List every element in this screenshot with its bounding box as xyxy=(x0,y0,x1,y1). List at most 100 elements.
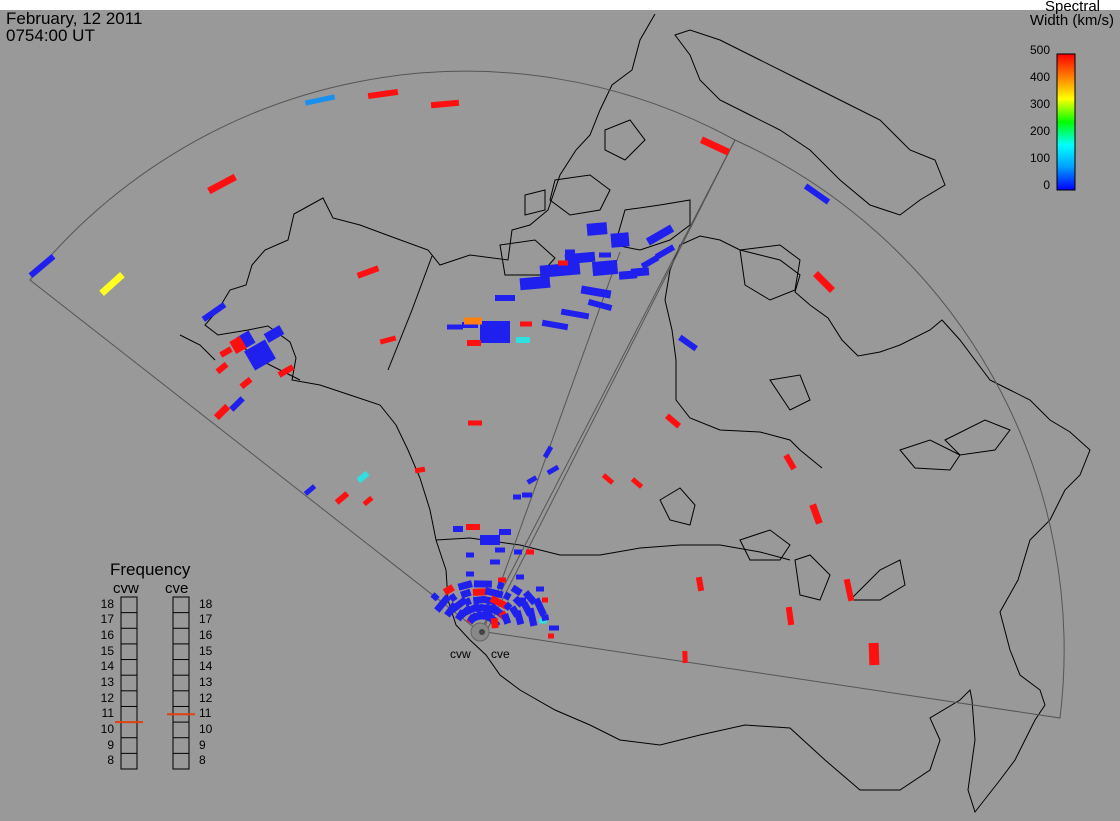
backscatter-cell xyxy=(549,625,559,631)
backscatter-cell xyxy=(630,267,650,277)
frequency-tick-cvw: 10 xyxy=(100,721,114,736)
frequency-tick-cve: 11 xyxy=(199,706,212,721)
backscatter-cell xyxy=(334,491,350,505)
backscatter-cell xyxy=(499,529,511,535)
backscatter-cell xyxy=(379,335,397,345)
backscatter-cell xyxy=(472,588,487,596)
backscatter-cell xyxy=(541,614,550,622)
backscatter-cell xyxy=(502,591,512,601)
backscatter-cell xyxy=(542,445,554,459)
backscatter-cell xyxy=(434,594,451,613)
backscatter-cell xyxy=(541,319,569,331)
radar-sites xyxy=(470,622,490,642)
backscatter-cell xyxy=(207,173,237,195)
backscatter-cell xyxy=(539,262,581,278)
backscatter-cell xyxy=(447,324,463,330)
frequency-gauges xyxy=(115,596,195,770)
radar-site-center xyxy=(479,629,485,635)
backscatter-cell xyxy=(513,494,521,500)
cvw-gauge xyxy=(120,596,138,770)
radar-fov xyxy=(29,70,1065,719)
backscatter-cell xyxy=(457,580,473,591)
backscatter-cell xyxy=(448,593,458,603)
frequency-tick-cvw: 8 xyxy=(107,753,114,768)
backscatter-cell xyxy=(464,317,482,325)
backscatter-cell xyxy=(664,413,682,429)
backscatter-cell xyxy=(442,584,455,596)
backscatter-cell xyxy=(489,595,509,610)
backscatter-cell xyxy=(277,364,295,378)
frequency-tick-cve: 8 xyxy=(199,753,206,768)
backscatter-cell xyxy=(490,617,499,629)
backscatter-cell xyxy=(610,232,630,248)
backscatter-cell xyxy=(356,470,370,484)
backscatter-cell xyxy=(843,578,855,602)
backscatter-cell xyxy=(682,650,688,664)
backscatter-cell xyxy=(640,254,660,270)
backscatter-cell xyxy=(586,222,608,236)
backscatter-cell xyxy=(699,136,731,156)
frequency-radar-name: cve xyxy=(165,580,189,597)
backscatter-cell xyxy=(560,308,590,320)
backscatter-cell xyxy=(498,577,506,583)
frequency-tick-cve: 15 xyxy=(199,643,213,658)
colorbar xyxy=(1056,53,1076,191)
backscatter-cell xyxy=(526,607,538,627)
backscatter-cell xyxy=(362,495,374,507)
frequency-tick-cvw: 12 xyxy=(100,690,114,705)
backscatter-cell xyxy=(783,453,797,471)
backscatter-cell xyxy=(303,484,317,496)
backscatter-cell xyxy=(473,580,492,588)
frequency-tick-cve: 18 xyxy=(199,596,213,611)
colorbar-tick: 300 xyxy=(1029,97,1050,111)
frequency-tick-cve: 14 xyxy=(199,659,213,674)
backscatter-cell xyxy=(803,183,831,205)
backscatter-cell xyxy=(520,321,532,327)
colorbar-units: Width (km/s) xyxy=(1029,12,1114,29)
backscatter-cell xyxy=(466,571,474,577)
frequency-tick-cve: 17 xyxy=(199,612,213,627)
backscatter-cell xyxy=(219,346,233,358)
colorbar-tick: 200 xyxy=(1029,124,1050,138)
frequency-tick-cvw: 17 xyxy=(100,612,114,627)
date-label: February, 12 2011 xyxy=(6,9,143,28)
backscatter-cell xyxy=(263,325,285,343)
backscatter-cell xyxy=(480,535,500,545)
frequency-tick-cvw: 15 xyxy=(100,643,114,658)
backscatter-cell xyxy=(466,552,474,558)
backscatter-cell xyxy=(654,244,676,260)
backscatter-cell xyxy=(244,339,276,371)
backscatter-cell xyxy=(868,642,880,666)
backscatter-cell xyxy=(449,596,468,614)
cve-gauge xyxy=(172,596,190,770)
backscatter-cell xyxy=(484,587,504,599)
backscatter-cell xyxy=(467,340,481,346)
backscatter-cell xyxy=(526,475,538,485)
backscatter-cell xyxy=(215,361,229,375)
backscatter-cell xyxy=(532,597,547,617)
backscatter-cell xyxy=(785,606,795,626)
backscatter-cell xyxy=(591,259,619,277)
frequency-tick-cvw: 9 xyxy=(107,737,114,752)
backscatter-cell xyxy=(430,99,460,109)
backscatter-cell xyxy=(548,633,554,639)
frequency-tick-cvw: 11 xyxy=(101,706,114,721)
backscatter-cell xyxy=(601,473,615,485)
frequency-title: Frequency xyxy=(110,560,191,579)
backscatter-cell xyxy=(414,466,426,474)
backscatter-cell xyxy=(496,581,505,590)
frequency-tick-cvw: 14 xyxy=(100,659,114,674)
colorbar-tick: 500 xyxy=(1029,43,1050,57)
frequency-tick-cve: 13 xyxy=(199,675,213,689)
frequency-tick-cvw: 18 xyxy=(100,596,114,611)
backscatter-cell xyxy=(630,477,644,489)
backscatter-cell xyxy=(201,302,227,322)
backscatter-cell xyxy=(229,335,247,355)
backscatter-cell xyxy=(546,464,560,476)
colorbar-title: Spectral xyxy=(1044,0,1100,15)
backscatter-cell xyxy=(474,604,482,613)
backscatter-cell xyxy=(536,586,544,592)
frequency-tick-cve: 9 xyxy=(199,737,206,752)
backscatter-cell xyxy=(518,597,526,603)
